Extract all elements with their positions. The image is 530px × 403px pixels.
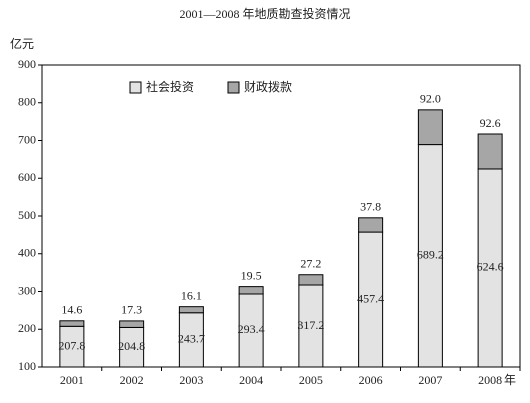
bar-segment — [298, 284, 324, 368]
chart-title: 2001—2008 年地质勘查投资情况 — [179, 6, 350, 21]
bar-segment — [178, 306, 204, 314]
value-label: 204.8 — [118, 339, 145, 353]
value-label: 27.2 — [300, 256, 321, 270]
bar-segment — [59, 320, 85, 327]
x-tick-label: 2004 — [239, 373, 263, 387]
y-tick-label: 900 — [18, 57, 36, 71]
bar-segment — [238, 293, 264, 368]
legend-swatch — [227, 81, 240, 94]
y-tick-label: 400 — [18, 246, 36, 260]
y-tick-label: 100 — [18, 359, 36, 373]
value-label: 19.5 — [241, 268, 262, 282]
x-tick-label: 2007 — [418, 373, 442, 387]
y-axis-label: 亿元 — [10, 36, 34, 51]
value-label: 293.4 — [238, 322, 265, 336]
x-tick-label: 2008 — [478, 373, 502, 387]
y-tick-label: 700 — [18, 132, 36, 146]
x-axis-unit: 年 — [504, 373, 516, 387]
value-label: 457.4 — [357, 291, 384, 305]
legend-label: 社会投资 — [146, 79, 194, 94]
value-label: 689.2 — [417, 248, 444, 262]
value-label: 92.6 — [480, 116, 501, 130]
x-tick-label: 2005 — [299, 373, 323, 387]
y-tick-label: 500 — [18, 208, 36, 222]
plot-frame — [41, 64, 521, 368]
bar-segment — [417, 109, 443, 146]
bar-segment — [119, 326, 145, 368]
bar-segment — [477, 133, 503, 170]
bar-segment — [119, 320, 145, 328]
y-tick-label: 600 — [18, 170, 36, 184]
value-label: 243.7 — [178, 332, 205, 346]
bar-segment — [477, 168, 503, 368]
bar-segment — [298, 274, 324, 286]
legend-label: 财政拨款 — [244, 80, 292, 94]
value-label: 92.0 — [420, 92, 441, 106]
bar-segment — [358, 231, 384, 368]
x-tick-label: 2006 — [359, 373, 383, 387]
value-label: 624.6 — [477, 260, 504, 274]
bar-segment — [358, 217, 384, 233]
x-tick-label: 2003 — [179, 373, 203, 387]
value-label: 14.6 — [61, 303, 82, 317]
y-tick-label: 800 — [18, 95, 36, 109]
x-tick-label: 2002 — [120, 373, 144, 387]
x-tick-label: 2001 — [60, 373, 84, 387]
value-label: 16.1 — [181, 288, 202, 302]
value-label: 37.8 — [360, 200, 381, 214]
legend-swatch — [129, 81, 142, 94]
bar-segment — [238, 286, 264, 295]
y-tick-label: 200 — [18, 321, 36, 335]
value-label: 317.2 — [297, 318, 324, 332]
value-label: 17.3 — [121, 303, 142, 317]
y-tick-label: 300 — [18, 283, 36, 297]
value-label: 207.8 — [58, 338, 85, 352]
